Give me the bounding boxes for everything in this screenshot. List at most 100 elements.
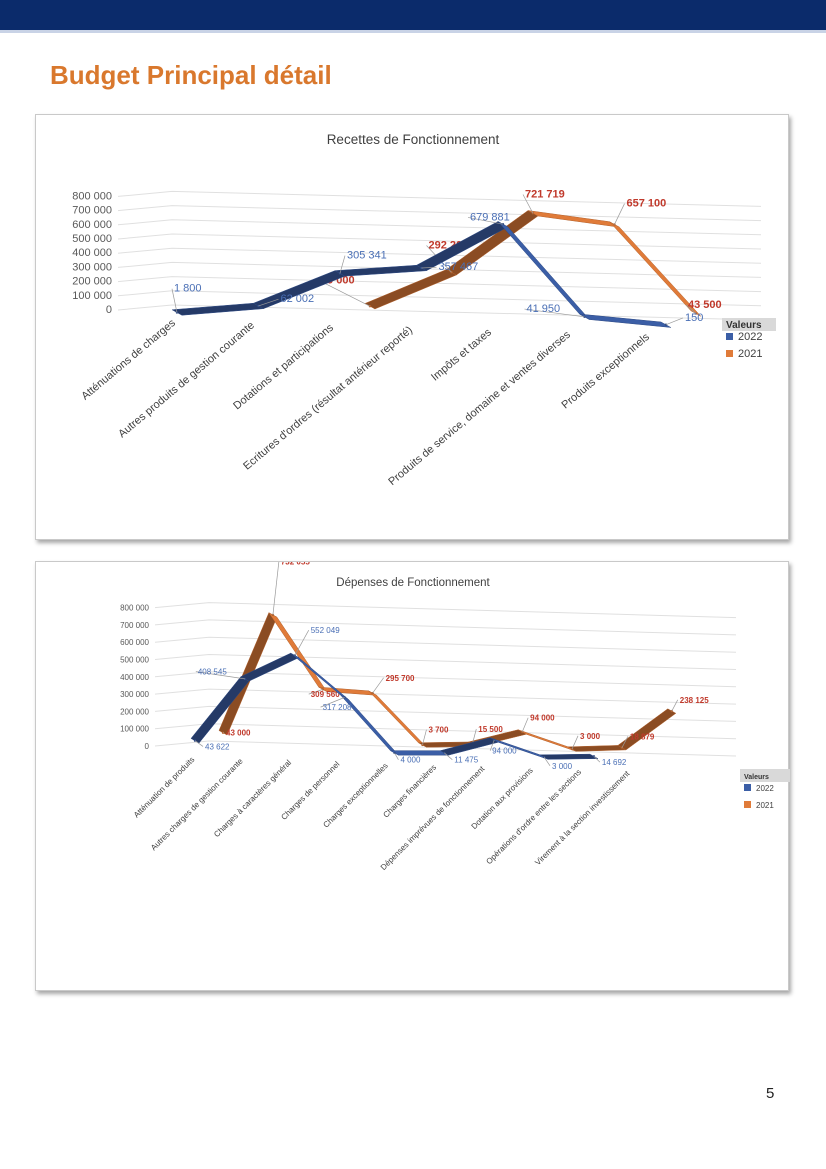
data-label-2021: 732 055 [281,562,310,567]
gridline [154,619,737,636]
y-tick-label: 200 000 [120,707,149,716]
y-tick-label: 600 000 [120,638,149,647]
x-category-label: Autres produits de gestion courante [116,319,257,440]
series-2021-segment [527,210,620,228]
data-label-leader [621,736,629,748]
data-label-2022: 552 049 [311,626,340,635]
series-2021-segment [364,269,457,310]
data-label-leader [339,255,346,274]
legend-swatch-2022 [726,333,733,340]
data-label-leader [272,562,280,615]
header-divider [0,30,826,33]
series-2021-segment [368,690,427,748]
x-category-label: Produits de service, domaine et ventes d… [386,328,573,488]
data-label-2022: 679 881 [470,211,510,223]
data-label-2022: 357 467 [439,261,479,273]
legend-label-2022: 2022 [756,784,774,793]
data-label-2022: 43 622 [205,742,230,751]
data-label-2022: 41 950 [527,303,561,315]
x-category-label: Virement à la section investissement [533,769,632,868]
data-label-2021: 43 500 [688,299,722,311]
x-category-label: Impôts et taxes [429,326,494,383]
gridline [154,602,737,619]
gridline [117,190,762,207]
y-tick-label: 200 000 [72,276,112,288]
data-label-leader [614,203,625,225]
data-label-2021: 3 700 [428,726,449,735]
y-tick-label: 100 000 [120,725,149,734]
data-label-2021: 18 879 [630,732,655,741]
gridline [117,276,762,293]
y-tick-label: 400 000 [72,247,112,259]
data-label-leader [171,288,178,313]
data-label-2021: 43 000 [226,729,251,738]
series-2022-segment [389,750,450,756]
data-label-leader [258,298,279,307]
series-2022-point [501,223,505,226]
data-label-leader [543,756,551,767]
gridline [154,671,737,688]
legend-swatch-2021 [726,350,733,357]
series-2021-segment [617,708,677,751]
series-2022-point [243,677,247,681]
data-label-2021: 238 125 [680,696,709,705]
data-label-2021: 94 000 [530,714,555,723]
legend-swatch-2021 [744,801,751,808]
data-label-2022: 94 000 [492,747,517,756]
gridline [117,290,762,307]
data-label-2021: 15 500 [478,725,503,734]
recettes-chart: Recettes de Fonctionnement 800 000 700 000… [35,114,789,540]
data-label-2022: 1 800 [174,283,202,295]
data-label-2022: 11 475 [454,756,478,765]
gridline [154,653,737,670]
gridline [117,219,762,236]
x-category-label: Produits exceptionnels [559,331,652,412]
data-label-2022: 150 [685,312,703,324]
page-title: Budget Principal détail [50,60,332,90]
data-label-leader [524,308,585,318]
gridline [154,705,737,722]
legend-label-2021: 2021 [738,348,762,360]
y-tick-label: 500 000 [120,656,149,665]
data-label-2022: 317 208 [323,703,352,712]
series-2021-segment [609,221,702,317]
y-tick-label: 500 000 [72,233,112,245]
gridline [154,688,737,705]
gridline [117,247,762,264]
data-label-leader [671,699,679,712]
data-label-2022: 4 000 [400,756,421,765]
depenses-chart-svg: Dépenses de Fonctionnement 800 000 700 000… [120,562,790,872]
data-label-leader [195,671,245,680]
legend-swatch-2022 [744,784,751,791]
data-label-leader [665,317,684,326]
chart-title: Recettes de Fonctionnement [327,132,500,147]
data-label-leader [318,280,371,307]
depenses-chart: Dépenses de Fonctionnement 800 000 700 000… [35,561,790,991]
gridline [117,261,762,278]
data-label-2021: 295 700 [386,674,415,683]
data-label-2021: 721 719 [525,189,565,201]
data-label-leader [444,752,453,760]
y-tick-label: 700 000 [72,205,112,217]
data-label-leader [571,735,579,750]
data-label-leader [421,266,437,269]
y-tick-label: 0 [145,742,150,751]
legend-title: Valeurs [726,320,762,331]
x-category-label: Opérations d'ordre entre les sections [484,767,583,866]
data-label-leader [194,740,204,747]
data-label-2022: 3 000 [552,762,573,771]
legend-title-bg [740,769,790,782]
x-category-label: Autres charges de gestion courante [149,756,245,852]
y-tick-label: 700 000 [120,621,149,630]
data-label-2022: 408 545 [198,668,227,677]
y-tick-label: 400 000 [120,673,149,682]
y-tick-label: 0 [106,304,112,316]
data-label-leader [394,752,399,760]
page-number: 5 [766,1085,775,1102]
legend-title-bg [722,318,776,331]
data-label-leader [320,697,345,708]
data-label-2021: 3 000 [580,732,601,741]
gridline [154,740,737,757]
y-tick-label: 300 000 [72,261,112,273]
y-tick-label: 800 000 [120,604,149,613]
